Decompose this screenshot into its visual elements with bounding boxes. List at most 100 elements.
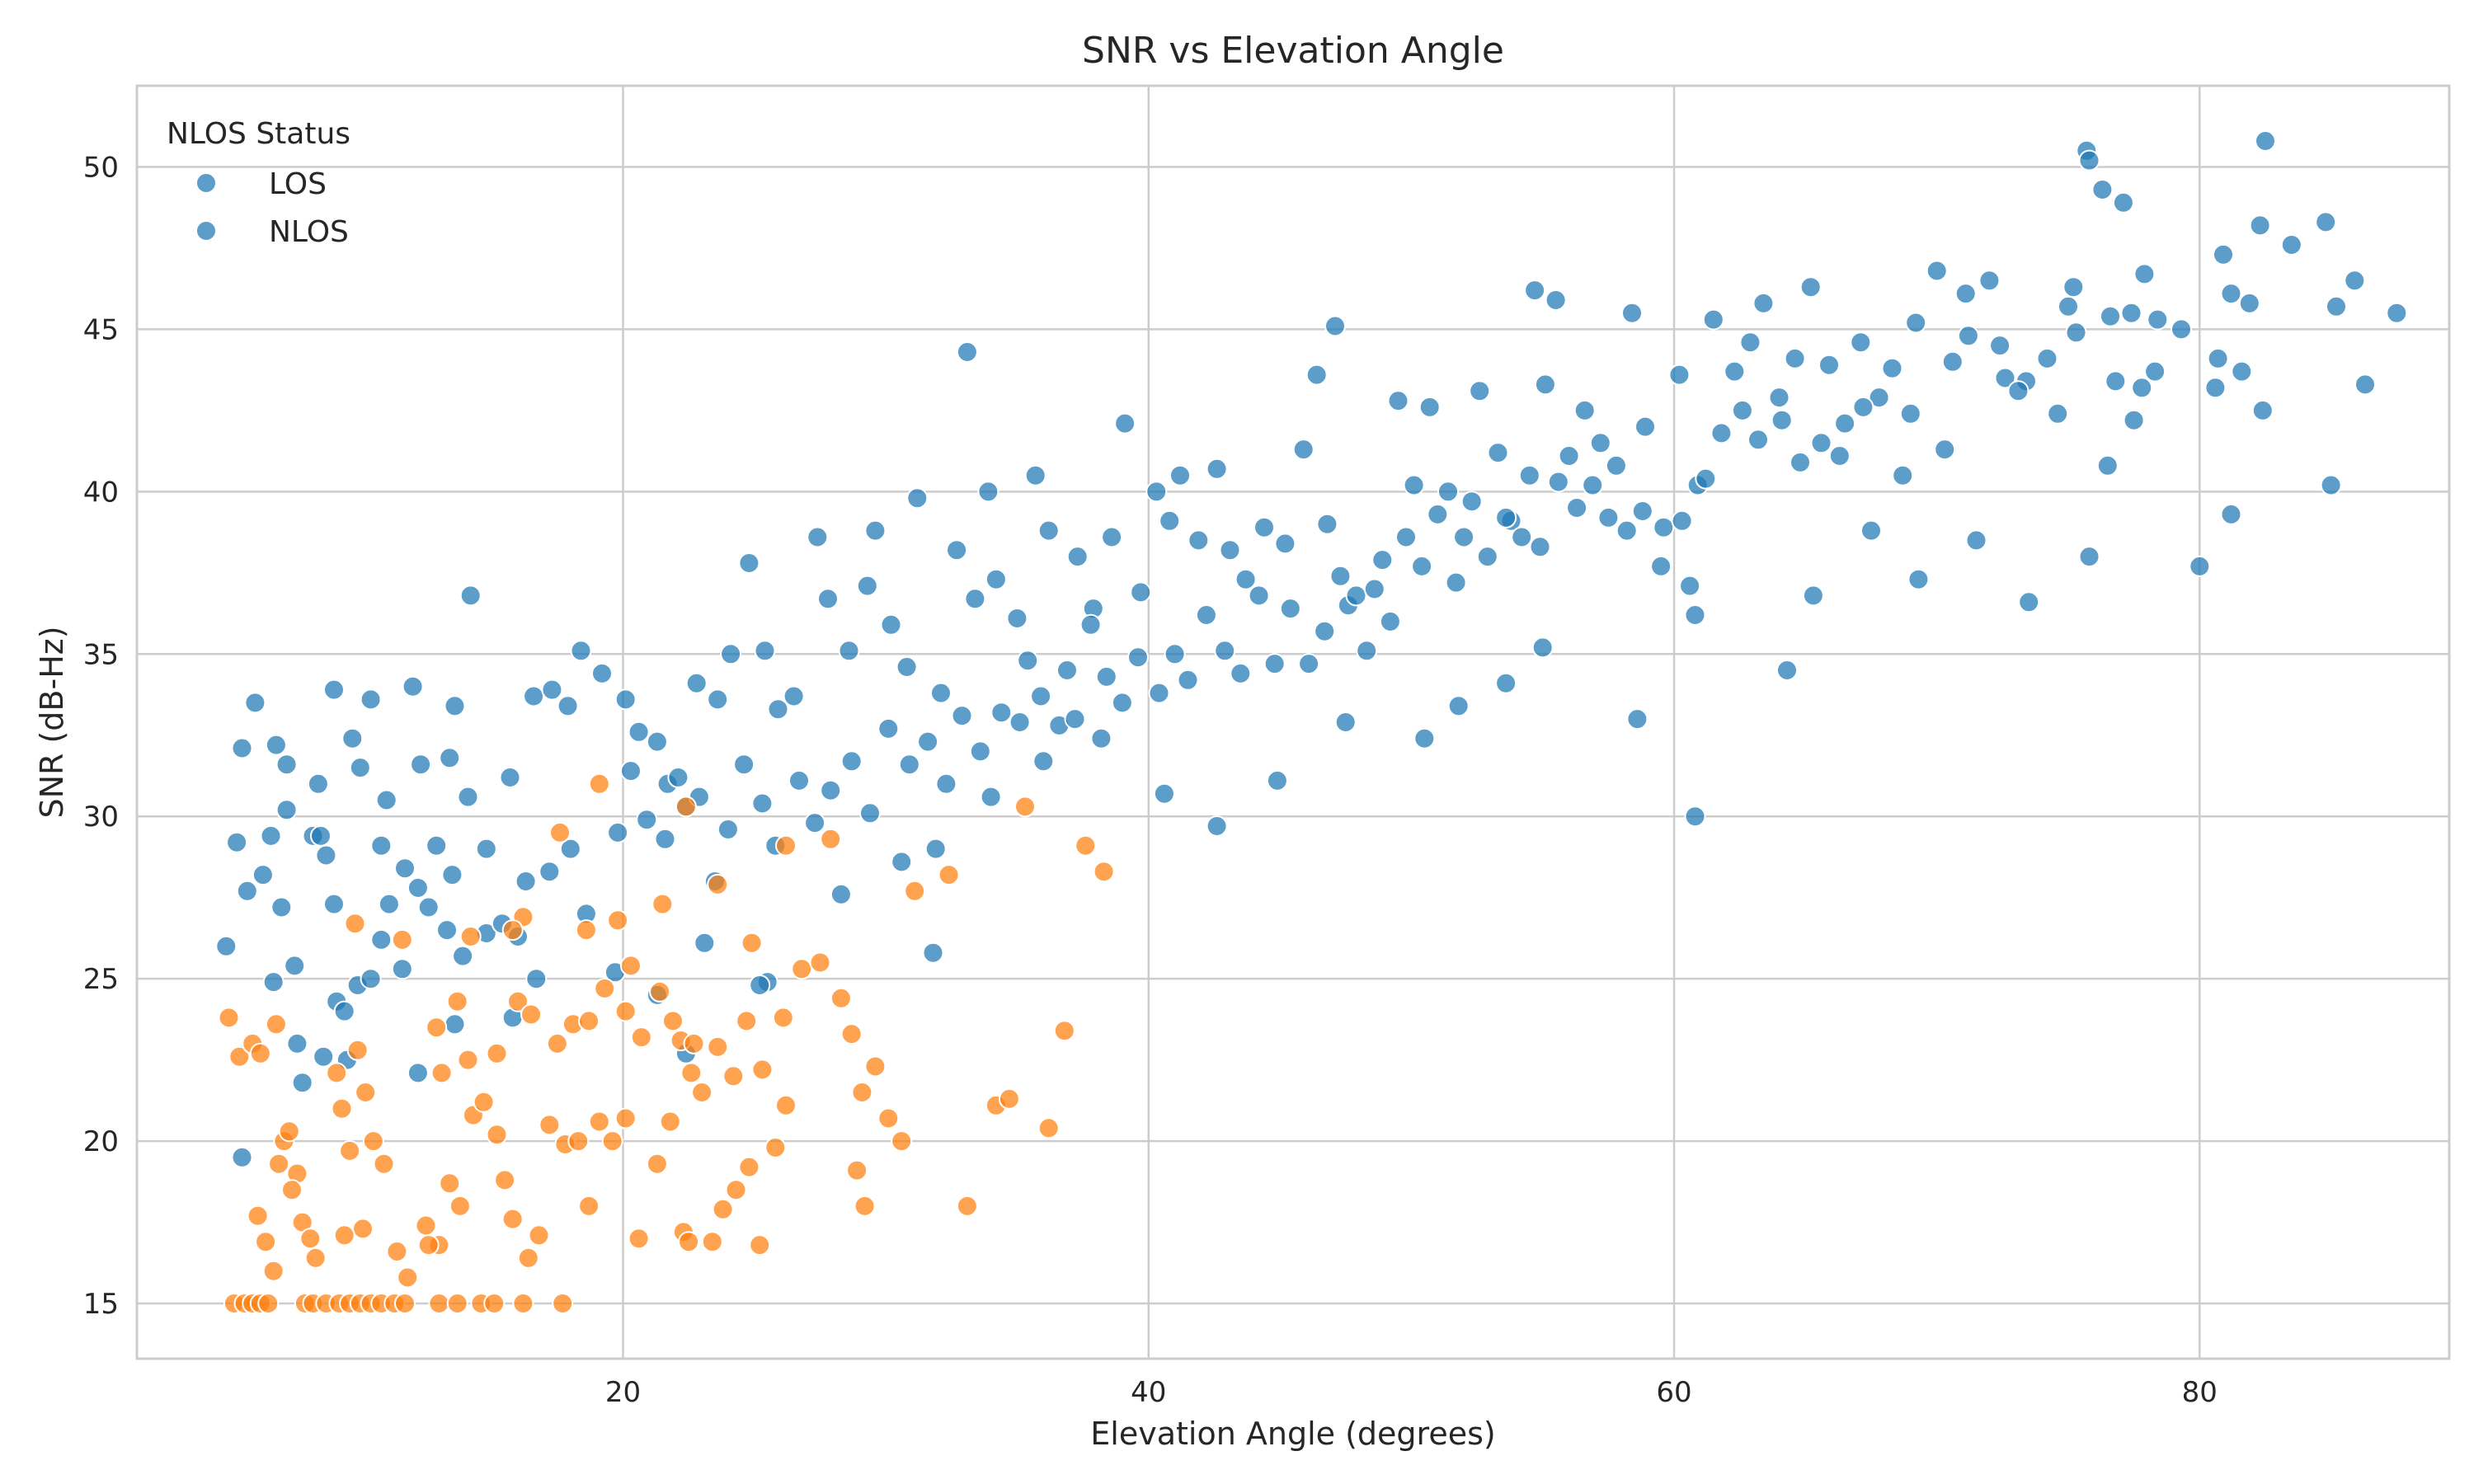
data-point: [628, 1228, 650, 1250]
data-point: [667, 767, 689, 788]
data-point: [1387, 390, 1409, 412]
data-point: [231, 1146, 253, 1168]
data-point: [402, 675, 424, 697]
data-point: [922, 942, 944, 964]
data-point: [1626, 708, 1649, 730]
data-point: [1090, 727, 1112, 749]
data-point: [838, 640, 860, 662]
data-point: [1053, 1020, 1075, 1042]
data-point: [741, 932, 763, 954]
data-point: [1534, 373, 1556, 396]
data-point: [247, 1205, 269, 1227]
data-point: [1776, 660, 1798, 681]
data-point: [1214, 640, 1236, 662]
data-point: [1079, 613, 1102, 636]
data-point: [570, 640, 592, 662]
tick-labels: 20 40 60 80 15 20 25 30 35 40 45 50: [83, 151, 2218, 1409]
data-point: [938, 864, 960, 886]
data-point: [284, 955, 306, 977]
data-point: [1153, 782, 1175, 805]
data-point: [1784, 347, 1806, 369]
y-tick-label: 50: [83, 151, 119, 184]
legend: NLOS Status LOS NLOS: [167, 117, 350, 249]
data-point: [1279, 598, 1301, 620]
data-point: [1009, 711, 1031, 733]
data-point: [430, 1062, 453, 1084]
data-point: [1114, 412, 1136, 434]
data-point: [725, 1179, 747, 1201]
data-point: [1219, 539, 1241, 561]
data-point: [2091, 179, 2114, 200]
data-point: [980, 786, 1002, 808]
data-point: [904, 880, 926, 902]
data-point: [1411, 555, 1433, 577]
data-point: [956, 1195, 978, 1217]
data-point: [270, 896, 293, 918]
data-point: [891, 851, 913, 873]
data-point: [2171, 318, 2192, 340]
data-point: [394, 857, 416, 880]
data-point: [444, 1013, 466, 1036]
data-point: [1413, 727, 1436, 749]
data-point: [1495, 672, 1517, 694]
data-point: [1724, 360, 1746, 383]
data-point: [268, 1153, 290, 1175]
data-point: [614, 1000, 637, 1022]
data-point: [1206, 815, 1228, 837]
data-point: [2096, 454, 2119, 477]
data-point: [281, 1179, 303, 1201]
data-point: [1292, 439, 1315, 461]
data-point: [683, 1032, 705, 1054]
data-point: [1573, 399, 1596, 421]
data-point: [817, 588, 839, 610]
data-point: [459, 926, 482, 947]
data-point: [349, 757, 371, 779]
data-point: [1905, 312, 1927, 334]
data-point: [578, 1010, 600, 1032]
data-point: [588, 773, 610, 795]
data-point: [854, 1195, 876, 1217]
data-point: [339, 1139, 361, 1162]
data-point: [809, 951, 831, 974]
data-point: [444, 695, 466, 717]
data-point: [2133, 263, 2156, 285]
data-point: [1768, 387, 1790, 409]
data-point: [515, 871, 537, 892]
data-point: [1545, 289, 1567, 311]
data-point: [659, 1111, 681, 1133]
data-point: [2131, 377, 2153, 399]
x-axis-label: Elevation Angle (degrees): [1090, 1416, 1495, 1452]
data-point: [391, 928, 413, 951]
data-point: [1453, 526, 1475, 548]
data-point: [299, 1228, 322, 1250]
data-point: [373, 1153, 395, 1175]
data-point: [767, 698, 789, 721]
data-point: [1266, 769, 1288, 791]
data-point: [2120, 302, 2142, 324]
data-point: [1316, 513, 1338, 535]
data-point: [1653, 516, 1675, 538]
data-point: [507, 990, 529, 1012]
data-point: [1702, 308, 1724, 331]
y-tick-label: 40: [83, 476, 119, 509]
data-point: [286, 1032, 308, 1054]
data-point: [2062, 276, 2085, 298]
data-point: [1941, 350, 1964, 373]
data-point: [2189, 555, 2211, 577]
data-point: [1487, 442, 1509, 464]
data-point: [370, 834, 393, 857]
data-point: [520, 1003, 542, 1026]
data-point: [707, 1036, 729, 1058]
data-point: [738, 552, 760, 574]
data-point: [1631, 500, 1653, 522]
data-point: [1235, 568, 1257, 590]
data-point: [788, 769, 810, 791]
data-point: [751, 1059, 774, 1081]
data-point: [2255, 130, 2276, 152]
data-point: [275, 754, 298, 776]
data-point: [426, 834, 448, 857]
data-point: [446, 1293, 468, 1314]
data-point: [630, 1026, 652, 1049]
data-point: [499, 767, 521, 788]
